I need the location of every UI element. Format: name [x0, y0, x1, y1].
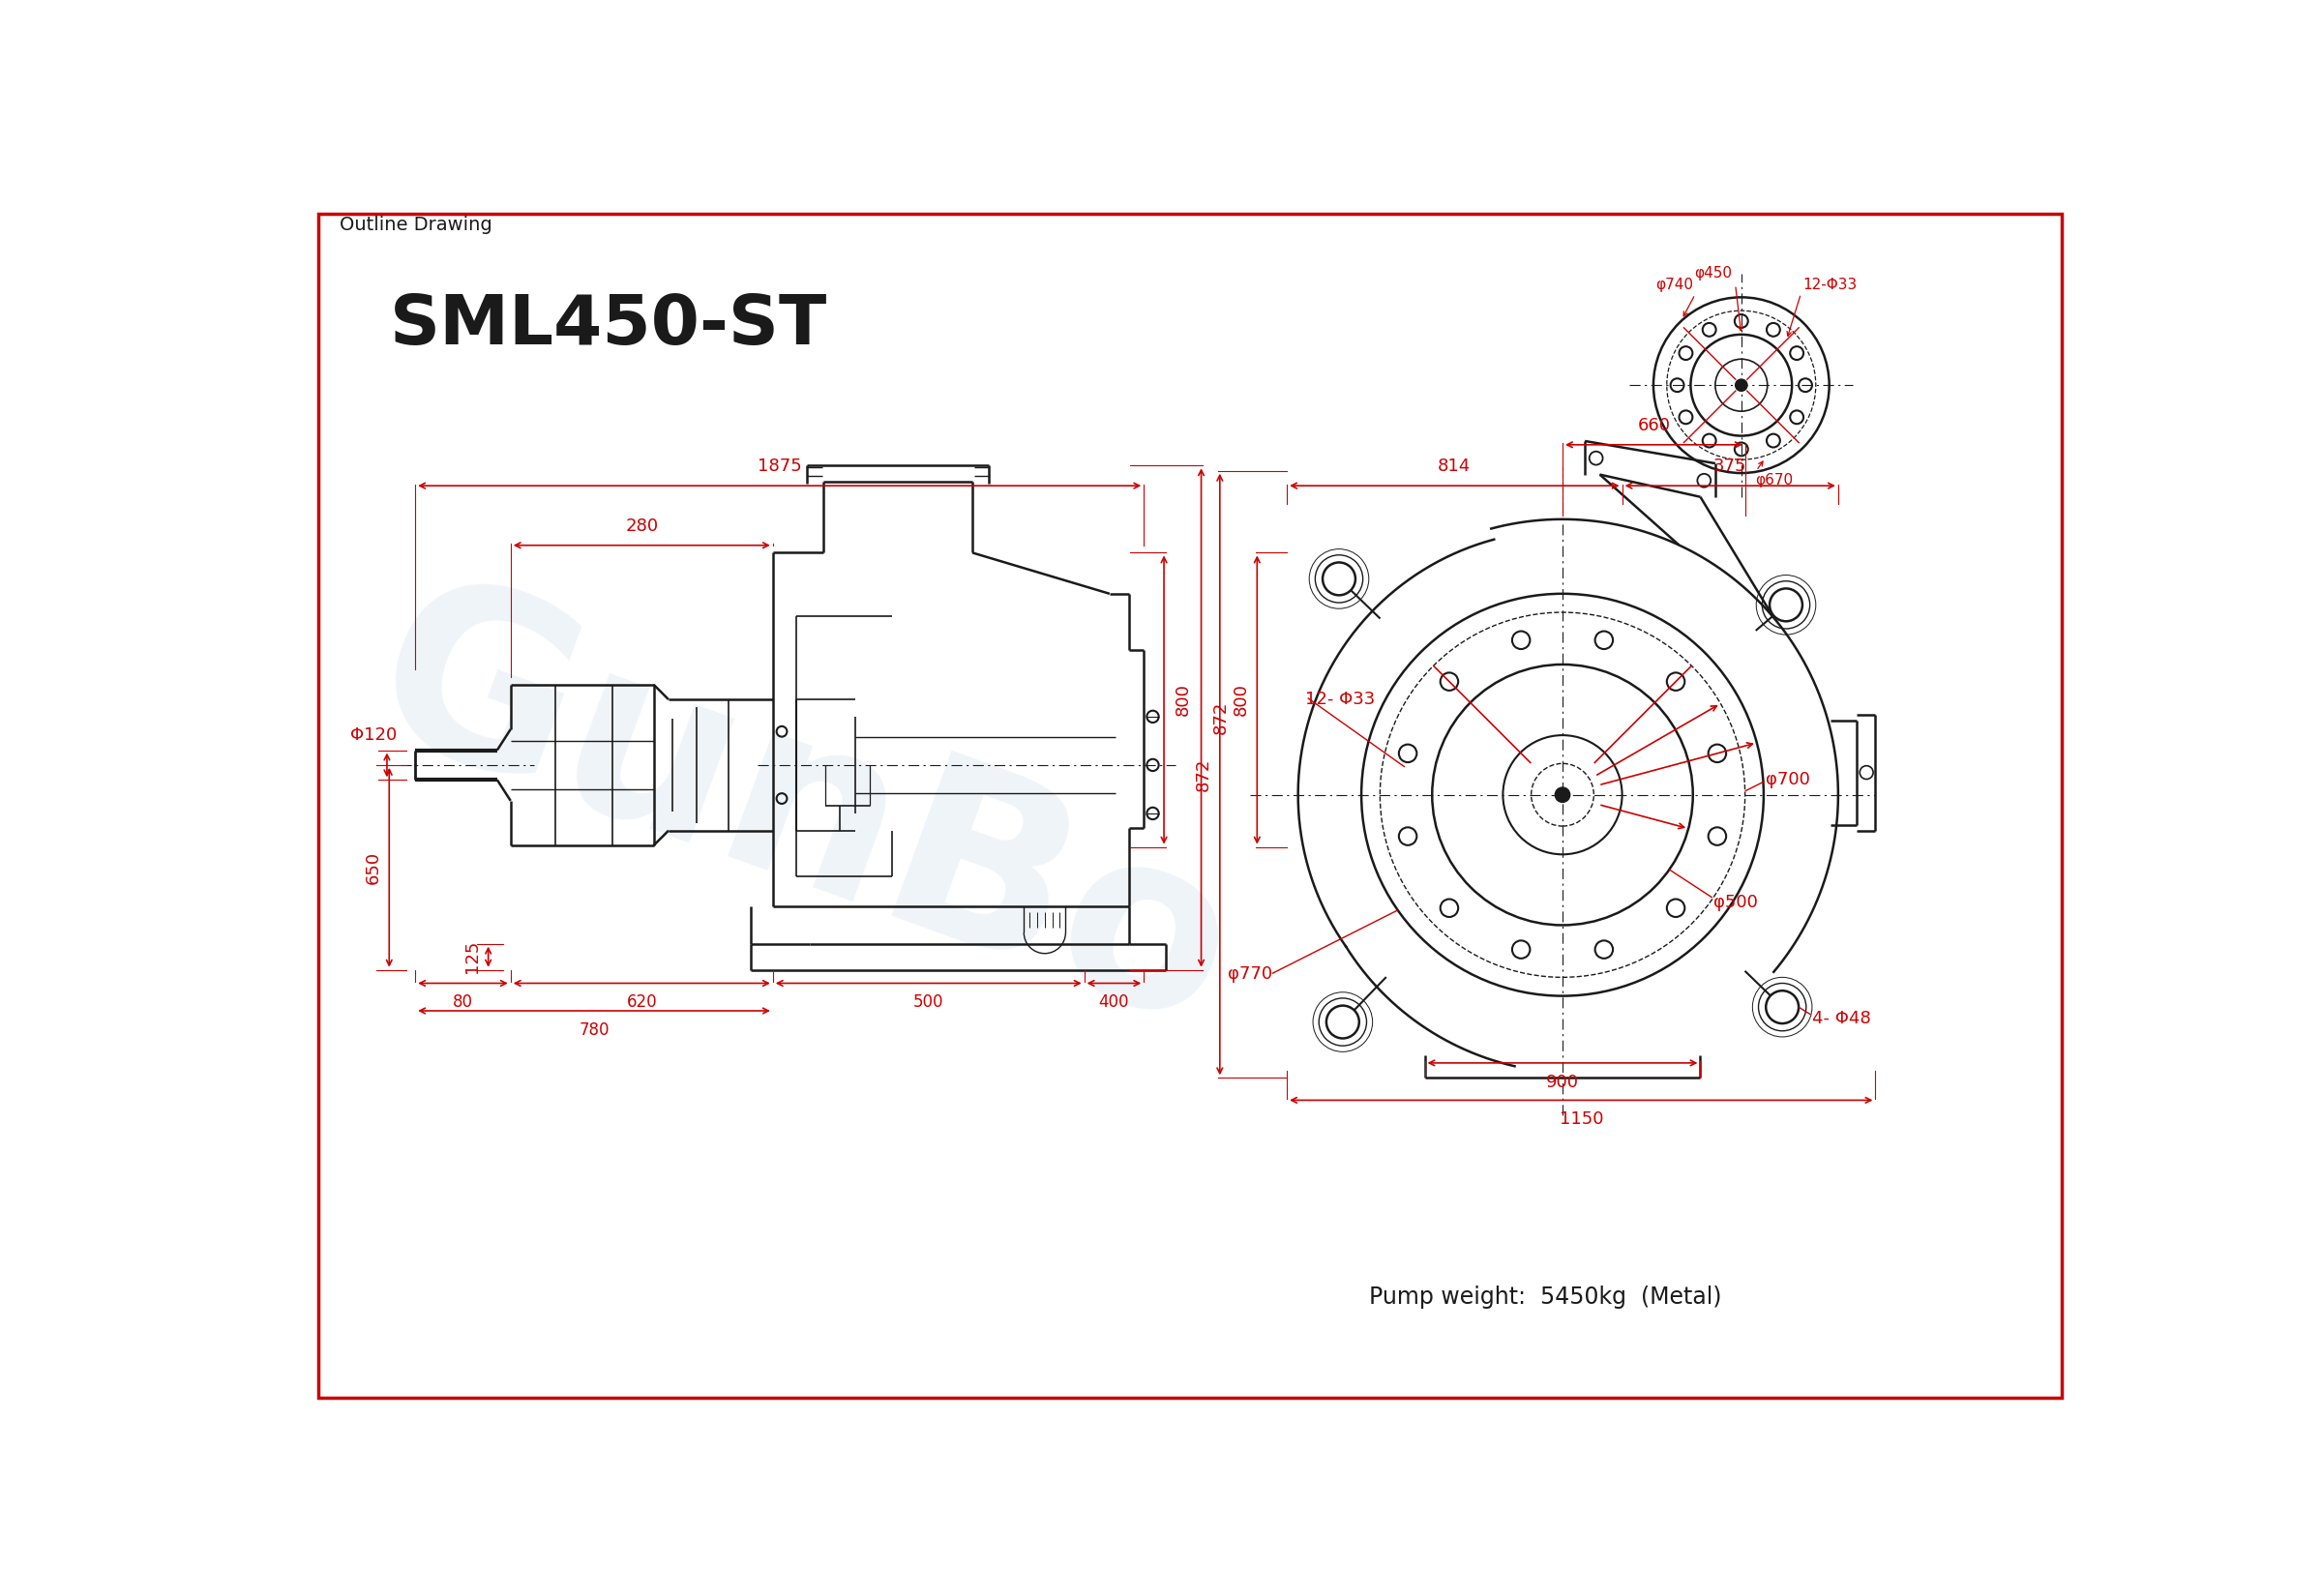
Text: 900: 900 — [1546, 1074, 1579, 1090]
Text: φ770: φ770 — [1228, 966, 1272, 982]
Text: 80: 80 — [453, 994, 474, 1012]
Text: φ500: φ500 — [1714, 894, 1758, 911]
Text: 650: 650 — [365, 851, 381, 884]
Text: 125: 125 — [464, 940, 481, 974]
Text: 400: 400 — [1098, 994, 1128, 1012]
Text: 500: 500 — [913, 994, 943, 1012]
Text: 872: 872 — [1212, 701, 1228, 734]
Text: 4- Φ48: 4- Φ48 — [1811, 1010, 1872, 1026]
Text: 1150: 1150 — [1558, 1111, 1602, 1128]
Text: Φ120: Φ120 — [351, 726, 397, 744]
Text: 12-Φ33: 12-Φ33 — [1802, 278, 1858, 292]
Circle shape — [1735, 380, 1746, 391]
Text: φ670: φ670 — [1755, 472, 1793, 487]
Text: 1875: 1875 — [757, 458, 801, 476]
Text: 620: 620 — [627, 994, 657, 1012]
Text: SML450-ST: SML450-ST — [390, 292, 827, 359]
Text: 375: 375 — [1714, 458, 1746, 476]
Text: φ740: φ740 — [1656, 278, 1693, 292]
Text: φ450: φ450 — [1695, 267, 1732, 281]
Text: 280: 280 — [625, 517, 657, 535]
Text: Outline Drawing: Outline Drawing — [339, 215, 492, 233]
Text: φ700: φ700 — [1767, 771, 1811, 788]
Text: 780: 780 — [578, 1021, 608, 1039]
Text: 800: 800 — [1175, 683, 1191, 717]
Text: 872: 872 — [1196, 758, 1212, 792]
Text: 814: 814 — [1437, 458, 1472, 476]
Circle shape — [1556, 787, 1570, 803]
Text: 800: 800 — [1233, 683, 1249, 717]
Text: 660: 660 — [1637, 417, 1670, 434]
Text: Pump weight:  5450kg  (Metal): Pump weight: 5450kg (Metal) — [1370, 1286, 1721, 1309]
Text: 12- Φ33: 12- Φ33 — [1305, 691, 1375, 709]
Text: GunBo: GunBo — [344, 554, 1263, 1080]
